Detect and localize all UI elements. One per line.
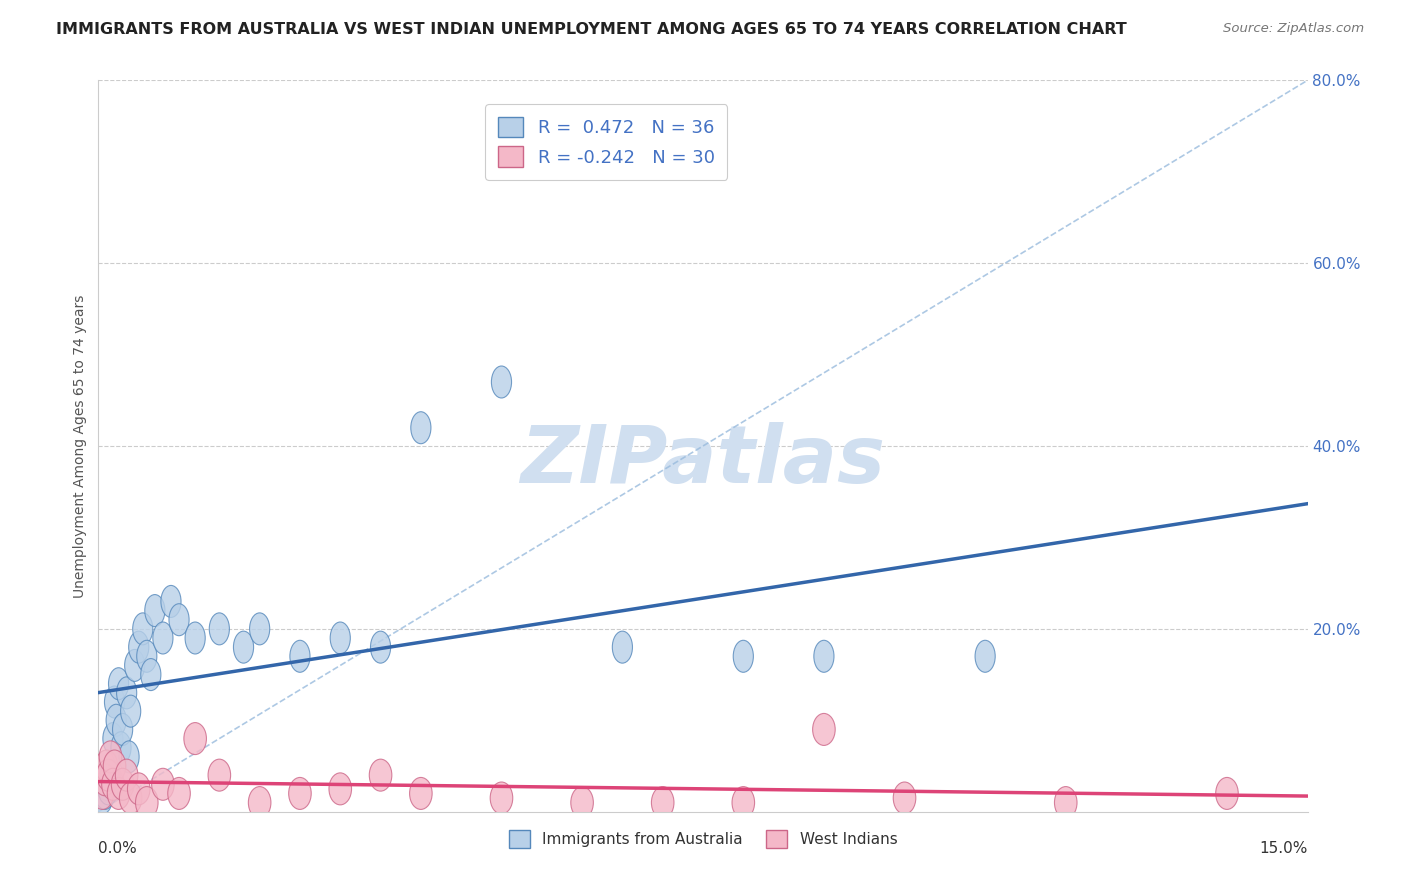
Ellipse shape bbox=[115, 759, 138, 791]
Ellipse shape bbox=[101, 768, 124, 800]
Ellipse shape bbox=[250, 613, 270, 645]
Ellipse shape bbox=[209, 613, 229, 645]
Ellipse shape bbox=[104, 686, 125, 718]
Ellipse shape bbox=[651, 787, 673, 819]
Ellipse shape bbox=[120, 741, 139, 772]
Ellipse shape bbox=[1216, 778, 1239, 809]
Ellipse shape bbox=[141, 658, 160, 690]
Legend: Immigrants from Australia, West Indians: Immigrants from Australia, West Indians bbox=[501, 822, 905, 855]
Ellipse shape bbox=[111, 731, 131, 764]
Ellipse shape bbox=[1054, 787, 1077, 819]
Ellipse shape bbox=[128, 772, 150, 805]
Ellipse shape bbox=[98, 772, 118, 805]
Ellipse shape bbox=[813, 714, 835, 746]
Ellipse shape bbox=[100, 741, 122, 772]
Ellipse shape bbox=[103, 750, 125, 782]
Ellipse shape bbox=[734, 640, 754, 673]
Ellipse shape bbox=[94, 764, 117, 796]
Ellipse shape bbox=[153, 622, 173, 654]
Ellipse shape bbox=[129, 632, 149, 663]
Ellipse shape bbox=[111, 768, 134, 800]
Ellipse shape bbox=[613, 632, 633, 663]
Ellipse shape bbox=[135, 787, 157, 819]
Text: ZIPatlas: ZIPatlas bbox=[520, 422, 886, 500]
Ellipse shape bbox=[112, 714, 132, 746]
Ellipse shape bbox=[97, 759, 120, 791]
Ellipse shape bbox=[103, 723, 122, 755]
Text: 0.0%: 0.0% bbox=[98, 841, 138, 856]
Ellipse shape bbox=[100, 759, 121, 791]
Ellipse shape bbox=[93, 782, 112, 814]
Ellipse shape bbox=[233, 632, 253, 663]
Text: Source: ZipAtlas.com: Source: ZipAtlas.com bbox=[1223, 22, 1364, 36]
Ellipse shape bbox=[145, 595, 165, 626]
Ellipse shape bbox=[97, 768, 117, 800]
Ellipse shape bbox=[288, 778, 311, 809]
Ellipse shape bbox=[208, 759, 231, 791]
Ellipse shape bbox=[814, 640, 834, 673]
Ellipse shape bbox=[125, 649, 145, 681]
Ellipse shape bbox=[290, 640, 311, 673]
Ellipse shape bbox=[136, 640, 157, 673]
Ellipse shape bbox=[160, 585, 181, 617]
Ellipse shape bbox=[132, 613, 153, 645]
Ellipse shape bbox=[108, 668, 129, 699]
Ellipse shape bbox=[329, 772, 352, 805]
Ellipse shape bbox=[371, 632, 391, 663]
Ellipse shape bbox=[893, 782, 915, 814]
Ellipse shape bbox=[976, 640, 995, 673]
Ellipse shape bbox=[409, 778, 432, 809]
Ellipse shape bbox=[411, 412, 432, 443]
Y-axis label: Unemployment Among Ages 65 to 74 years: Unemployment Among Ages 65 to 74 years bbox=[73, 294, 87, 598]
Ellipse shape bbox=[169, 604, 190, 636]
Ellipse shape bbox=[94, 778, 115, 809]
Ellipse shape bbox=[121, 695, 141, 727]
Ellipse shape bbox=[733, 787, 755, 819]
Ellipse shape bbox=[571, 787, 593, 819]
Ellipse shape bbox=[491, 782, 513, 814]
Ellipse shape bbox=[117, 677, 136, 709]
Ellipse shape bbox=[152, 768, 174, 800]
Ellipse shape bbox=[492, 366, 512, 398]
Ellipse shape bbox=[184, 723, 207, 755]
Ellipse shape bbox=[249, 787, 271, 819]
Text: 15.0%: 15.0% bbox=[1260, 841, 1308, 856]
Ellipse shape bbox=[330, 622, 350, 654]
Ellipse shape bbox=[370, 759, 392, 791]
Text: IMMIGRANTS FROM AUSTRALIA VS WEST INDIAN UNEMPLOYMENT AMONG AGES 65 TO 74 YEARS : IMMIGRANTS FROM AUSTRALIA VS WEST INDIAN… bbox=[56, 22, 1128, 37]
Ellipse shape bbox=[96, 750, 118, 782]
Ellipse shape bbox=[105, 705, 127, 736]
Ellipse shape bbox=[120, 782, 142, 814]
Ellipse shape bbox=[107, 778, 129, 809]
Ellipse shape bbox=[186, 622, 205, 654]
Ellipse shape bbox=[167, 778, 190, 809]
Ellipse shape bbox=[91, 778, 114, 809]
